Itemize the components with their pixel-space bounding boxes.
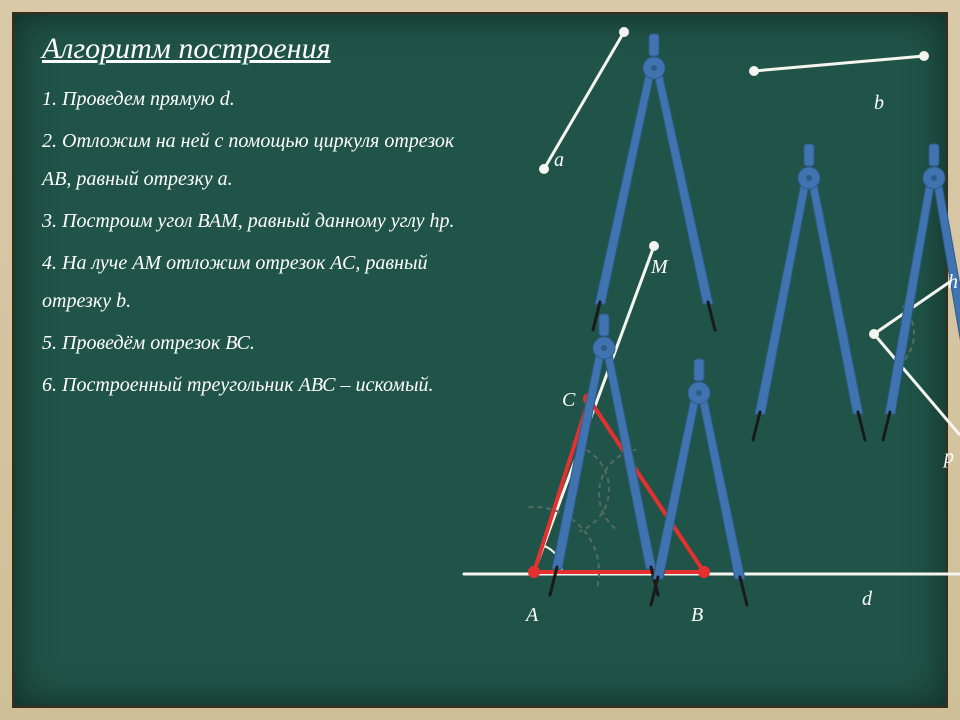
- label-C: C: [562, 389, 575, 412]
- step-1: 1. Проведем прямую d.: [42, 80, 462, 118]
- label-A: A: [526, 604, 538, 627]
- chalkboard: Алгоритм построения 1. Проведем прямую d…: [12, 12, 948, 708]
- label-h: h: [948, 271, 958, 294]
- label-B: B: [691, 604, 703, 627]
- diagram-area: a b M C A B d p h: [454, 14, 960, 710]
- step-4: 4. На луче АМ отложим отрезок АС, равный…: [42, 244, 462, 320]
- step-5: 5. Проведём отрезок ВС.: [42, 324, 462, 362]
- text-column: Алгоритм построения 1. Проведем прямую d…: [42, 32, 462, 408]
- label-b: b: [874, 92, 884, 115]
- step-2: 2. Отложим на ней с помощью циркуля отре…: [42, 122, 462, 198]
- title: Алгоритм построения: [42, 32, 462, 66]
- board-frame: Алгоритм построения 1. Проведем прямую d…: [0, 0, 960, 720]
- step-3: 3. Построим угол ВАМ, равный данному угл…: [42, 202, 462, 240]
- label-p: p: [944, 446, 954, 469]
- label-a: a: [554, 149, 564, 172]
- step-6: 6. Построенный треугольник АВС – искомый…: [42, 366, 462, 404]
- label-M: M: [651, 256, 668, 279]
- label-d: d: [862, 588, 872, 611]
